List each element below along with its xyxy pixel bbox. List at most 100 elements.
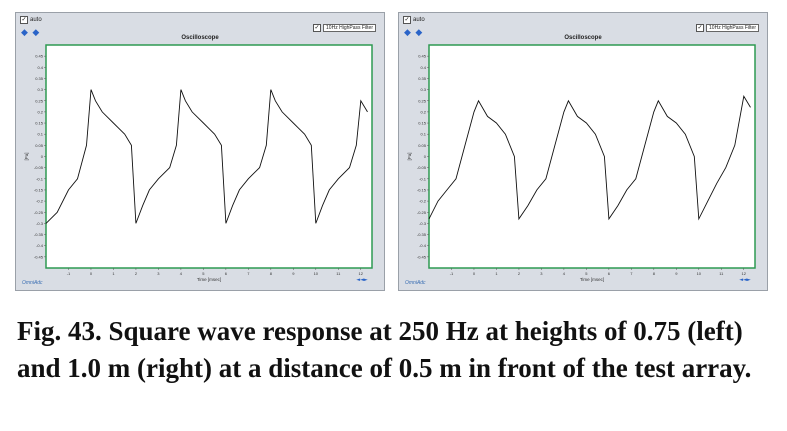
highpass-filter-checkbox[interactable]: ✓ 10Hz HighPass Filter [313,24,376,32]
x-tick-label: -1 [67,271,71,276]
left-oscilloscope-panel: ✓ auto ◆ ◆ ✓ 10Hz HighPass Filter Oscill… [15,12,385,291]
x-tick-label: 3 [540,271,543,276]
y-tick-label: 0.05 [35,143,44,148]
x-tick-label: 0 [90,271,93,276]
x-tick-label: 9 [292,271,295,276]
y-tick-label: 0.15 [35,121,44,126]
x-tick-label: 7 [630,271,633,276]
figure-caption: Fig. 43. Square wave response at 250 Hz … [17,316,752,383]
panel-title: Oscilloscope [181,35,219,41]
x-tick-label: 12 [742,271,747,276]
checkbox-icon[interactable]: ✓ [696,24,705,32]
y-tick-label: 0.1 [420,132,426,137]
y-tick-label: -0.45 [34,254,44,259]
checkbox-icon[interactable]: ✓ [313,24,322,32]
x-tick-label: 2 [518,271,521,276]
filter-label: 10Hz HighPass Filter [323,24,376,32]
y-tick-label: 0.45 [35,54,44,59]
y-tick-label: 0.1 [37,132,43,137]
auto-label: auto [413,17,425,23]
x-axis-label: Time [msec] [580,277,604,282]
signal-line [428,95,751,221]
x-tick-label: 6 [608,271,611,276]
zoom-icon[interactable]: ◄◄► [356,277,368,283]
panel-toolbar: ✓ auto ◆ ◆ ✓ 10Hz HighPass Filter Oscill… [399,13,767,43]
y-tick-label: 0.4 [420,65,426,70]
x-tick-label: 1 [495,271,498,276]
x-tick-label: 1 [112,271,115,276]
oscilloscope-plot: 0.45 0.4 0.35 0.3 0.25 0.2 0.15 0.1 0.05 0 -0.05 -0… [24,44,373,283]
y-tick-label: -0.3 [419,221,427,226]
y-tick-label: 0.2 [37,109,43,114]
y-axis-label: [Pa] [24,152,29,160]
filter-label: 10Hz HighPass Filter [706,24,759,32]
y-tick-label: -0.05 [34,165,44,170]
y-tick-label: 0 [41,154,44,159]
y-tick-label: -0.1 [419,176,427,181]
y-tick-label: -0.3 [36,221,44,226]
y-tick-label: -0.35 [417,232,427,237]
nav-arrows-icon[interactable]: ◆ ◆ [404,27,424,37]
x-tick-label: 0 [473,271,476,276]
x-tick-label: -1 [450,271,454,276]
oscilloscope-plot: 0.45 0.4 0.35 0.3 0.25 0.2 0.15 0.1 0.05 0 -0.05 -0… [407,44,756,283]
y-tick-label: 0.2 [420,109,426,114]
plot-area [45,44,373,269]
y-tick-label: 0.25 [35,98,44,103]
x-tick-label: 10 [314,271,319,276]
zoom-icon[interactable]: ◄◄► [739,277,751,283]
x-tick-label: 10 [697,271,702,276]
y-tick-label: -0.25 [417,210,427,215]
auto-checkbox[interactable]: ✓ auto [403,16,425,24]
checkbox-icon[interactable]: ✓ [20,16,28,24]
y-tick-label: -0.15 [417,187,427,192]
plot-area [428,44,756,269]
y-tick-label: 0.35 [418,76,427,81]
panel-toolbar: ✓ auto ◆ ◆ ✓ 10Hz HighPass Filter Oscill… [16,13,384,43]
y-tick-label: 0.15 [418,121,427,126]
panel-title: Oscilloscope [564,35,602,41]
y-tick-label: 0.4 [37,65,43,70]
y-axis-label: [Pa] [407,152,412,160]
y-tick-label: 0.05 [418,143,427,148]
x-tick-label: 7 [247,271,250,276]
y-tick-label: 0.25 [418,98,427,103]
footer-label: OmniAdc [405,280,426,286]
y-tick-label: -0.4 [36,243,44,248]
footer-label: OmniAdc [22,280,43,286]
x-tick-label: 3 [157,271,160,276]
y-tick-label: -0.2 [36,199,44,204]
y-tick-label: 0.3 [37,87,43,92]
auto-label: auto [30,17,42,23]
auto-checkbox[interactable]: ✓ auto [20,16,42,24]
x-tick-label: 11 [719,271,724,276]
x-tick-label: 5 [585,271,588,276]
right-oscilloscope-panel: ✓ auto ◆ ◆ ✓ 10Hz HighPass Filter Oscill… [398,12,768,291]
signal-line [45,89,368,224]
x-tick-label: 4 [180,271,183,276]
x-tick-label: 12 [359,271,364,276]
highpass-filter-checkbox[interactable]: ✓ 10Hz HighPass Filter [696,24,759,32]
x-tick-label: 4 [563,271,566,276]
x-tick-label: 5 [202,271,205,276]
y-tick-label: 0.45 [418,54,427,59]
y-tick-label: 0.3 [420,87,426,92]
y-tick-label: -0.45 [417,254,427,259]
checkbox-icon[interactable]: ✓ [403,16,411,24]
x-tick-label: 6 [225,271,228,276]
y-tick-label: -0.2 [419,199,427,204]
y-tick-label: -0.1 [36,176,44,181]
y-tick-label: -0.05 [417,165,427,170]
x-tick-label: 8 [653,271,656,276]
nav-arrows-icon[interactable]: ◆ ◆ [21,27,41,37]
x-tick-label: 2 [135,271,138,276]
y-tick-label: 0.35 [35,76,44,81]
y-tick-label: -0.15 [34,187,44,192]
y-tick-label: -0.4 [419,243,427,248]
x-axis-label: Time [msec] [197,277,221,282]
y-tick-label: -0.35 [34,232,44,237]
x-tick-label: 11 [336,271,341,276]
x-tick-label: 8 [270,271,273,276]
x-tick-label: 9 [675,271,678,276]
y-tick-label: -0.25 [34,210,44,215]
